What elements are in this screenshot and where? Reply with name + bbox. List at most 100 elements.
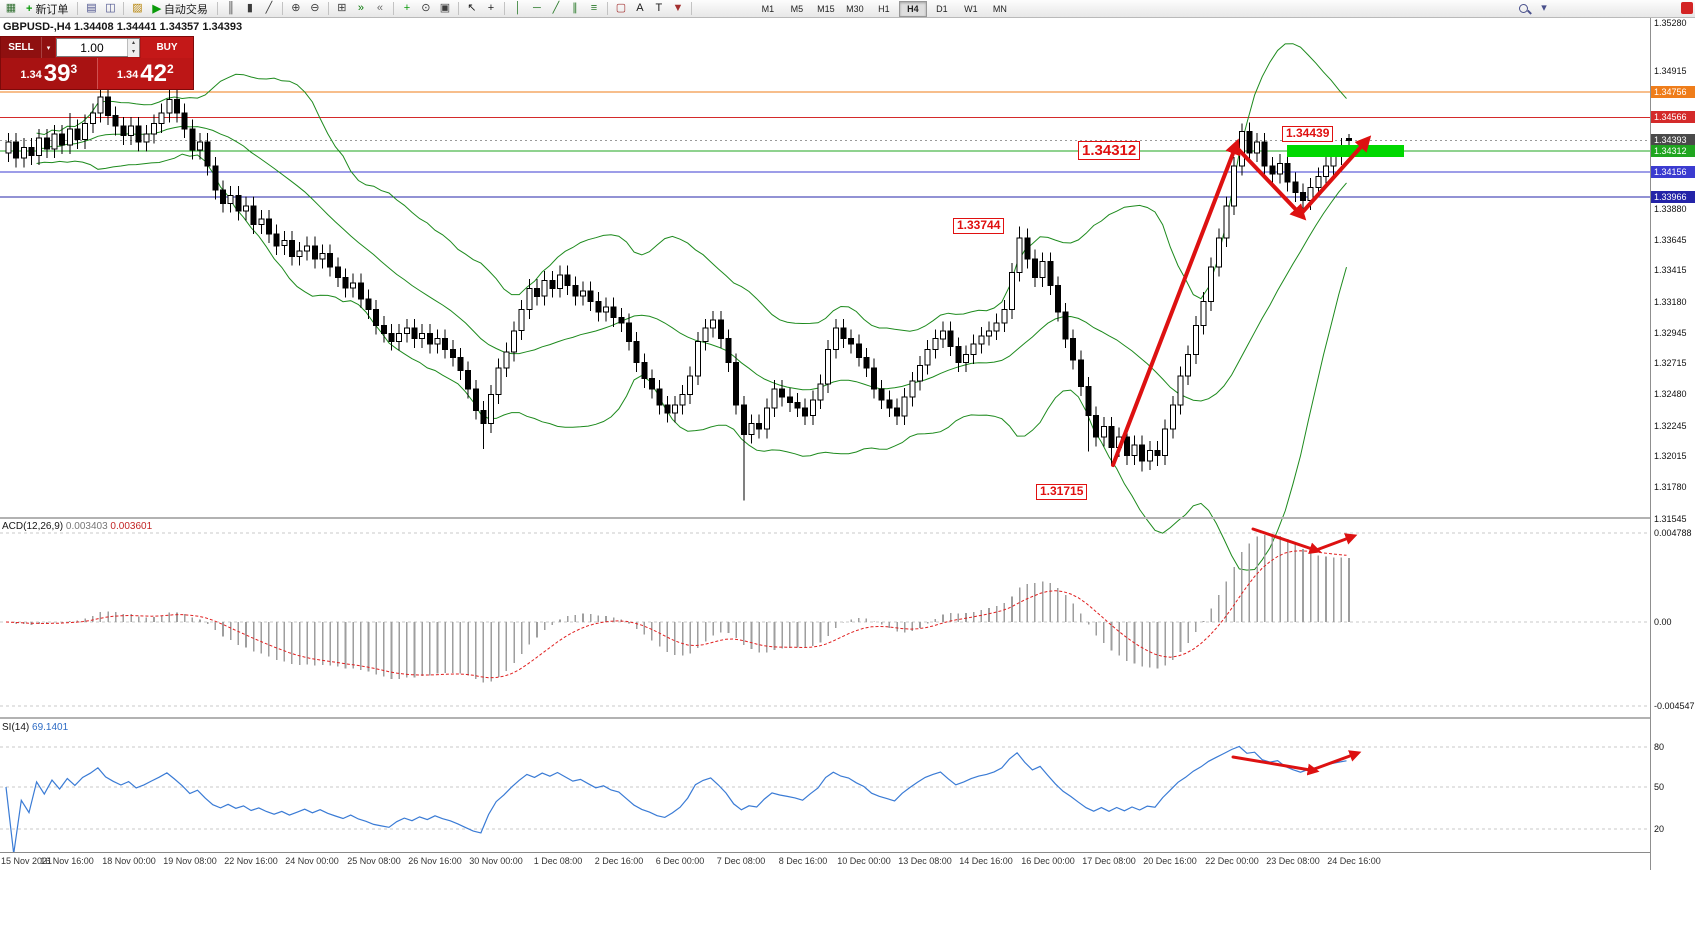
trend-arrow[interactable] xyxy=(1307,750,1362,773)
price-tick: 1.33880 xyxy=(1654,203,1687,214)
channel-icon[interactable]: ∥ xyxy=(572,2,578,14)
volume-up-icon[interactable]: ▴ xyxy=(127,39,139,48)
fibonacci-icon[interactable]: ≡ xyxy=(590,2,598,14)
price-annotation-label[interactable]: 1.31715 xyxy=(1036,484,1088,500)
rsi-name: SI(14) xyxy=(2,722,30,733)
price-badge: 1.34156 xyxy=(1651,165,1695,178)
macd-histogram xyxy=(15,535,1350,683)
sell-button[interactable]: SELL xyxy=(1,37,41,58)
trend-arrow[interactable] xyxy=(1309,533,1358,554)
periods-icon[interactable]: ⊙ xyxy=(421,2,431,14)
date-label: 7 Dec 08:00 xyxy=(716,856,766,866)
navigator-icon[interactable]: ▨ xyxy=(132,2,143,14)
timeframe-mn-button[interactable]: MN xyxy=(992,3,1007,14)
timeframe-m15-button[interactable]: M15 xyxy=(817,3,835,14)
trend-arrows xyxy=(1111,135,1372,776)
profiles-icon[interactable]: ▤ xyxy=(86,2,97,14)
price-tick: 1.32015 xyxy=(1654,451,1687,462)
text-label-icon[interactable]: T xyxy=(655,2,663,14)
price-badge: 1.34566 xyxy=(1651,111,1695,124)
timeframe-m1-button[interactable]: M1 xyxy=(761,3,775,14)
arrows-icon[interactable]: ▼ xyxy=(672,2,684,14)
timeframe-d1-button[interactable]: D1 xyxy=(936,3,948,14)
date-label: 22 Dec 00:00 xyxy=(1205,856,1259,866)
alert-icon[interactable] xyxy=(1681,2,1693,14)
trend-arrow[interactable] xyxy=(1231,755,1320,776)
date-label: 8 Dec 16:00 xyxy=(778,856,828,866)
rsi-panel-divider[interactable] xyxy=(0,717,1650,719)
cursor-icon[interactable]: ↖ xyxy=(467,2,477,14)
date-label: 17 Dec 08:00 xyxy=(1082,856,1136,866)
candlestick-icon[interactable]: ▮ xyxy=(246,2,253,14)
new-chart-icon[interactable]: ▦ xyxy=(5,2,17,14)
buy-price-head: 1.34 xyxy=(116,69,139,81)
new-order-button[interactable]: + 新订单 xyxy=(21,1,73,16)
price-annotation-label[interactable]: 1.33744 xyxy=(953,218,1005,234)
price-annotation-label[interactable]: 1.34312 xyxy=(1078,141,1141,161)
zoom-in-icon[interactable]: ⊕ xyxy=(291,2,301,14)
date-label: 22 Nov 16:00 xyxy=(224,856,278,866)
date-label: 16 Nov 16:00 xyxy=(40,856,94,866)
shapes-icon[interactable]: ▢ xyxy=(615,2,627,14)
search-icon[interactable] xyxy=(1517,2,1531,16)
timeframe-m5-button[interactable]: M5 xyxy=(790,3,804,14)
trend-arrow[interactable] xyxy=(1251,527,1322,554)
ohlc-bars-icon[interactable]: ║ xyxy=(227,2,235,14)
macd-scale-tick: 0.004788 xyxy=(1654,528,1692,538)
sell-price-frac: 3 xyxy=(70,62,78,76)
toolbar-separator xyxy=(77,2,79,15)
green-highlight-zone[interactable] xyxy=(1287,145,1404,157)
autotrading-button[interactable]: ▶ 自动交易 xyxy=(147,1,212,16)
timeframe-h4-button[interactable]: H4 xyxy=(898,0,927,17)
window-cascade-icon[interactable]: ◫ xyxy=(105,2,116,14)
date-label: 6 Dec 00:00 xyxy=(655,856,705,866)
toolbar-separator xyxy=(606,2,608,15)
price-tick: 1.35280 xyxy=(1654,17,1687,28)
trend-arrow[interactable] xyxy=(1298,135,1372,217)
price-badge: 1.34312 xyxy=(1651,145,1695,158)
date-label: 30 Nov 00:00 xyxy=(469,856,523,866)
price-level-lines xyxy=(0,91,1650,198)
timeframe-m30-button[interactable]: M30 xyxy=(846,3,864,14)
horizontal-line-icon[interactable]: ─ xyxy=(533,2,541,14)
price-tick: 1.33645 xyxy=(1654,234,1687,245)
timeframe-w1-button[interactable]: W1 xyxy=(964,3,978,14)
auto-scroll-icon[interactable]: » xyxy=(357,2,364,14)
line-chart-icon[interactable]: ╱ xyxy=(265,2,273,14)
buy-button[interactable]: BUY xyxy=(141,37,193,58)
date-label: 26 Nov 16:00 xyxy=(408,856,462,866)
price-axis: 1.35280 1.34915 1.33880 1.33645 1.33415 1.331… xyxy=(1650,17,1695,870)
volume-down-icon[interactable]: ▾ xyxy=(127,48,139,57)
chart-shift-icon[interactable]: « xyxy=(376,2,383,14)
macd-panel-divider[interactable] xyxy=(0,517,1650,519)
timeframe-h1-button[interactable]: H1 xyxy=(878,3,890,14)
autotrading-button-label: 自动交易 xyxy=(163,3,208,16)
volume-stepper: ▴ ▾ xyxy=(126,39,139,57)
volume-input[interactable] xyxy=(57,39,127,56)
price-annotation-label[interactable]: 1.34439 xyxy=(1282,126,1334,142)
toolbar-dropdown-icon[interactable]: ▾ xyxy=(1541,2,1547,14)
price-tick: 1.32480 xyxy=(1654,389,1687,400)
sell-price[interactable]: 1.34 39 3 xyxy=(1,58,97,89)
toolbar: ▦ + 新订单 ▤ ◫ ▨ ▶ 自动交易 ║ ▮ ╱ ⊕ ⊖ ⊞ » « + ⊙ ▣ ↖ + │ ─ ╱ ∥ ≡ ▢ A T ▼ M1 M5 M… xyxy=(0,0,1695,18)
price-tick: 1.34915 xyxy=(1654,66,1687,77)
toolbar-separator xyxy=(281,2,283,15)
order-type-dropdown-icon[interactable]: ▾ xyxy=(41,37,55,58)
crosshair-icon[interactable]: + xyxy=(487,2,495,14)
trendline-icon[interactable]: ╱ xyxy=(552,2,560,14)
trend-arrow[interactable] xyxy=(1111,138,1241,467)
price-tick: 1.32245 xyxy=(1654,420,1687,431)
macd-name: ACD(12,26,9) xyxy=(2,521,64,532)
buy-price[interactable]: 1.34 42 2 xyxy=(96,58,193,89)
templates-icon[interactable]: ▣ xyxy=(439,2,451,14)
indicators-icon[interactable]: + xyxy=(403,2,411,14)
price-tick: 1.32715 xyxy=(1654,358,1687,369)
vertical-line-icon[interactable]: │ xyxy=(514,2,522,14)
date-label: 16 Dec 00:00 xyxy=(1021,856,1075,866)
tile-windows-icon[interactable]: ⊞ xyxy=(337,2,347,14)
sell-price-pips: 39 xyxy=(43,60,71,87)
text-icon[interactable]: A xyxy=(636,2,644,14)
zoom-out-icon[interactable]: ⊖ xyxy=(310,2,320,14)
trend-arrow[interactable] xyxy=(1237,148,1307,221)
